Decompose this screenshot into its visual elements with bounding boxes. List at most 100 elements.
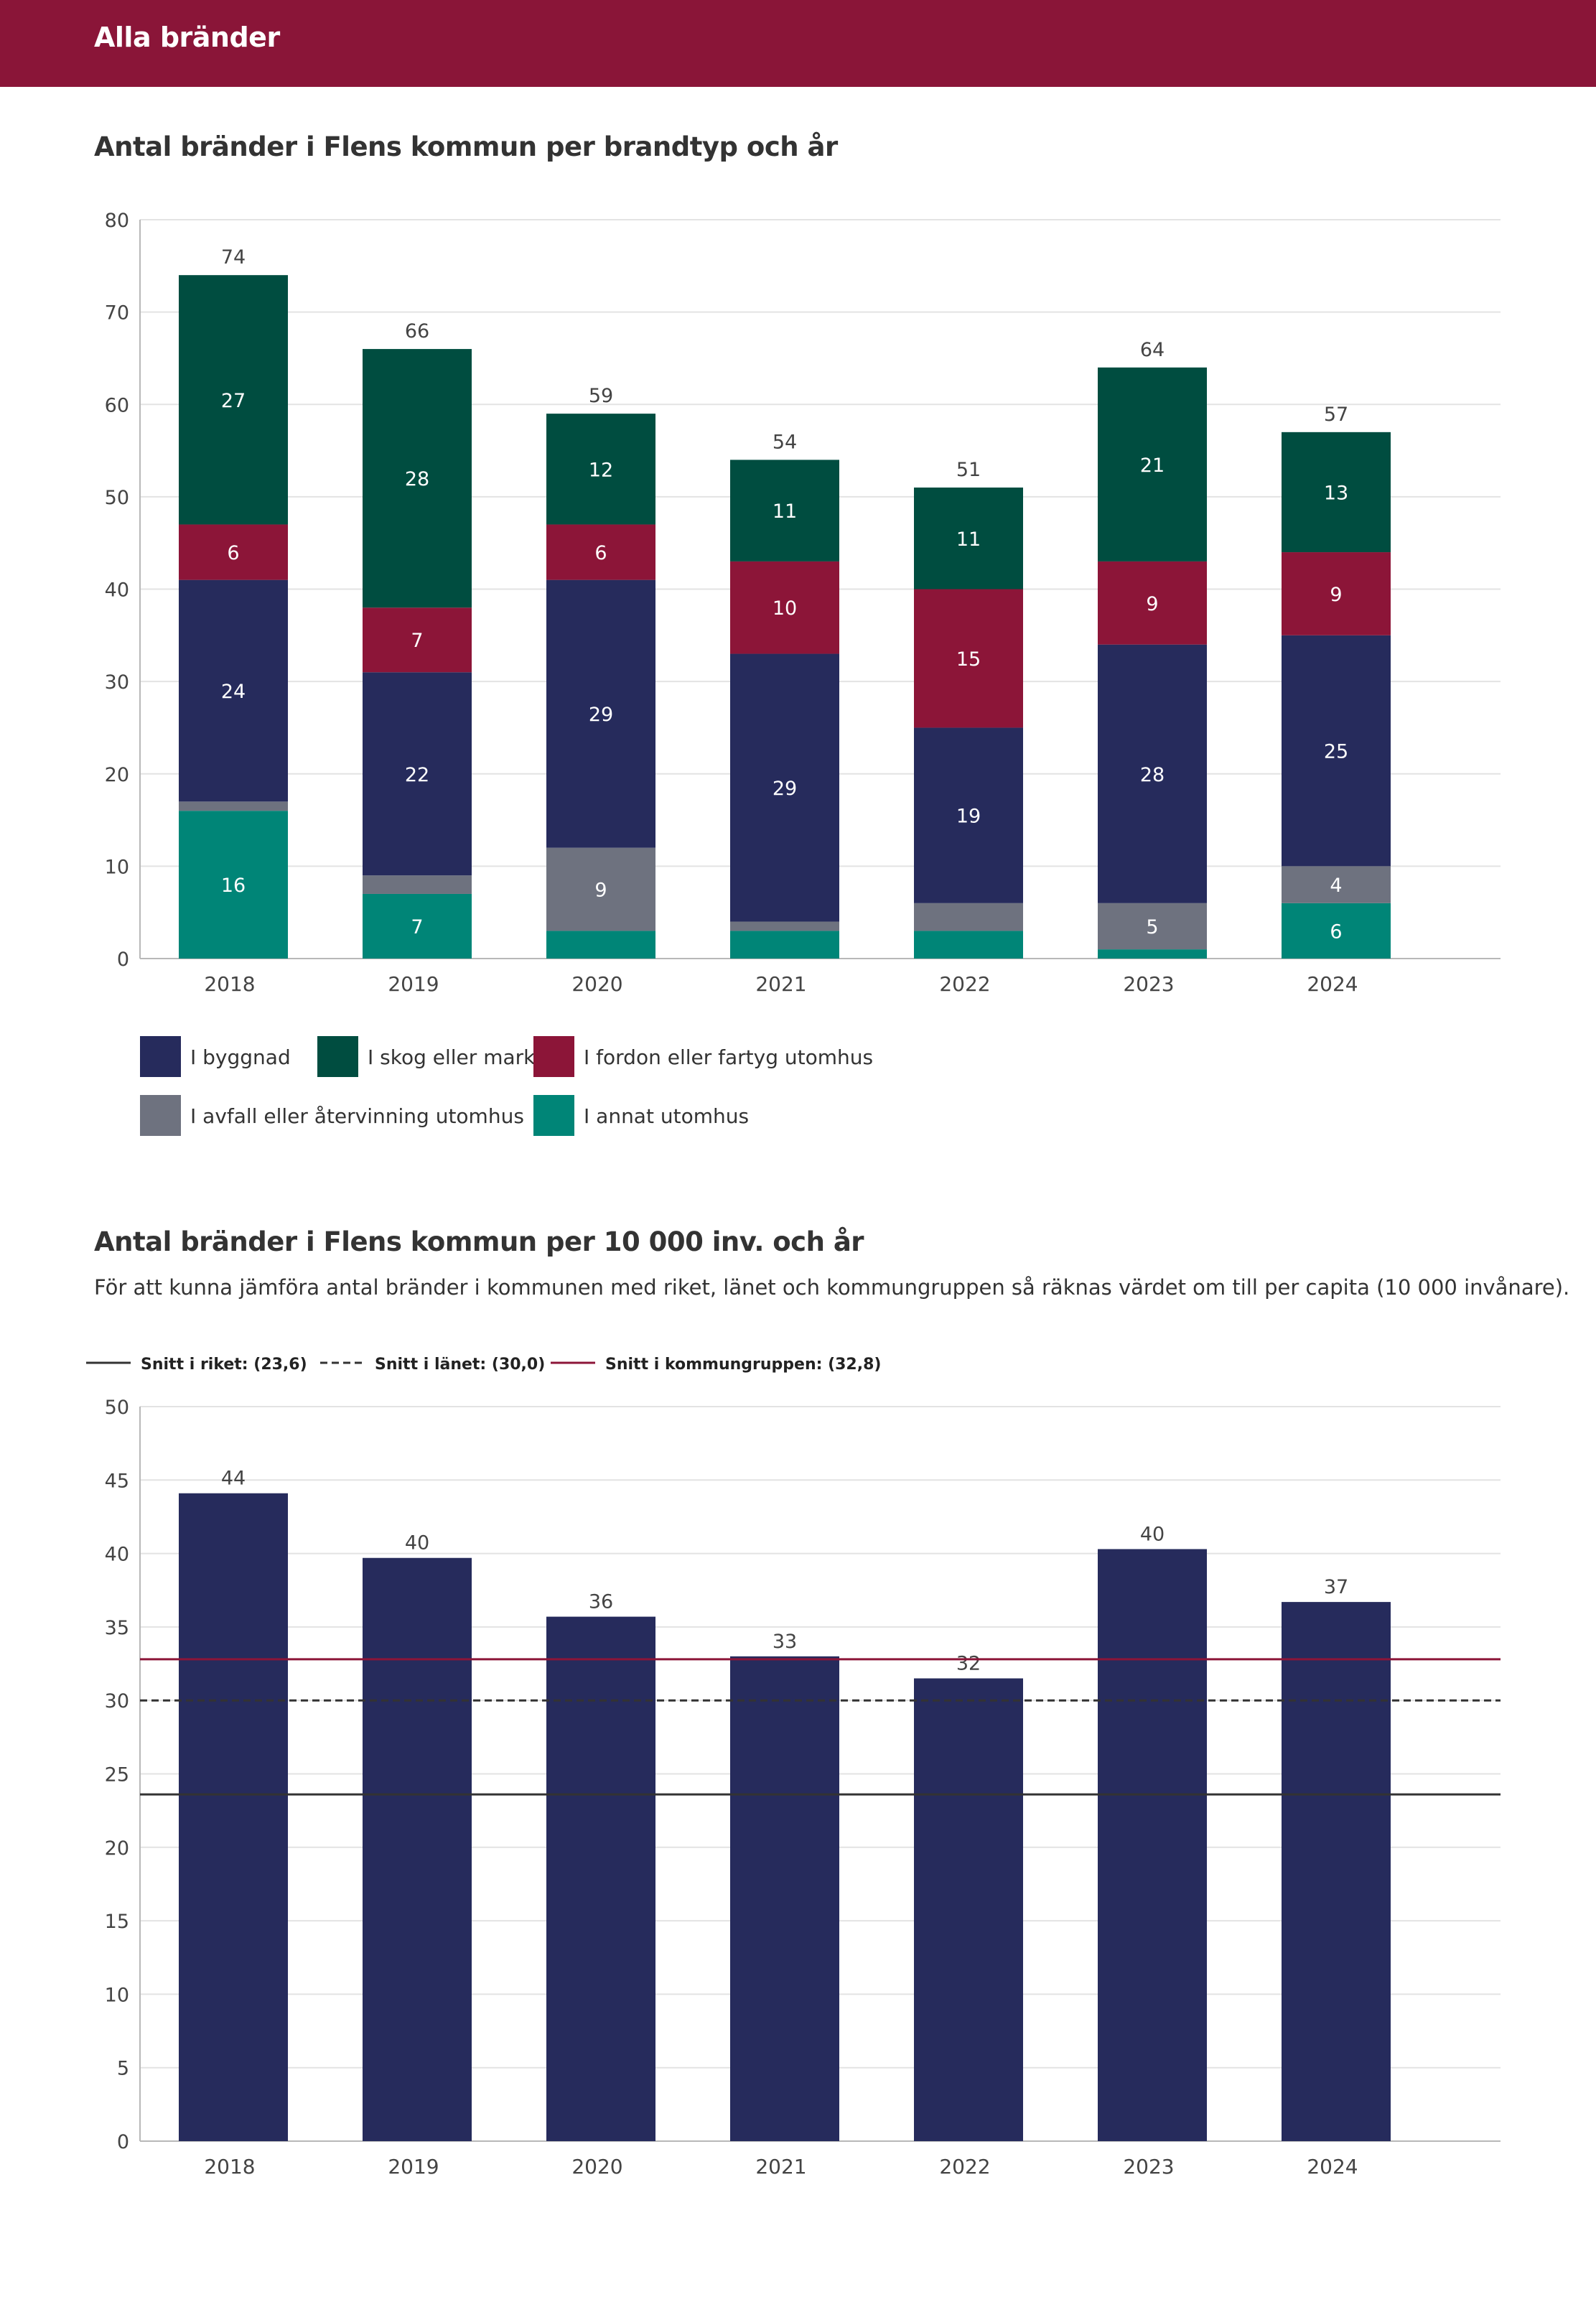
chart1-bar-fordon xyxy=(179,524,288,580)
chart1-bar-skog xyxy=(1098,367,1207,561)
chart2-y-tick: 45 xyxy=(105,1470,129,1492)
chart2-value-label: 44 xyxy=(221,1468,246,1490)
chart1-bar-byggnad xyxy=(363,672,472,876)
chart1-bar-annat xyxy=(1098,949,1207,959)
chart1-segment-label: 28 xyxy=(405,468,429,490)
chart1-segment-label: 6 xyxy=(1330,921,1342,943)
chart1-total-label: 74 xyxy=(221,246,246,269)
chart2-x-tick: 2024 xyxy=(1307,2155,1358,2178)
chart2-y-tick: 35 xyxy=(105,1617,129,1639)
chart1-bar-avfall xyxy=(1098,903,1207,950)
chart1-segment-label: 7 xyxy=(411,630,423,652)
chart2-heading: Antal bränder i Flens kommun per 10 000 … xyxy=(94,1226,864,1257)
chart1-segment-label: 16 xyxy=(221,875,246,897)
chart1-bar-fordon xyxy=(914,589,1023,728)
chart1-segment-label: 10 xyxy=(773,597,797,620)
chart1-segment-label: 7 xyxy=(411,916,423,938)
chart2-description: För att kunna jämföra antal bränder i ko… xyxy=(94,1275,1570,1300)
chart2-bar xyxy=(1282,1602,1391,2141)
chart2-y-tick: 40 xyxy=(105,1544,129,1566)
chart1-segment-label: 5 xyxy=(1146,916,1158,938)
chart2-y-tick: 30 xyxy=(105,1690,129,1712)
chart1-segment-label: 15 xyxy=(956,648,981,671)
chart1-x-tick: 2024 xyxy=(1307,972,1358,996)
chart1-bar-avfall xyxy=(363,875,472,894)
chart1-total-label: 54 xyxy=(773,431,797,453)
chart1-bar-annat xyxy=(546,931,655,959)
chart2-y-tick: 10 xyxy=(105,1984,129,2006)
chart1-y-tick: 20 xyxy=(105,764,129,786)
chart1-bar-fordon xyxy=(546,524,655,580)
chart1-segment-label: 4 xyxy=(1330,875,1342,897)
ref-legend-label-riket: Snitt i riket: (23,6) xyxy=(141,1356,307,1374)
chart1-segment-label: 6 xyxy=(227,542,239,564)
chart1-segment-label: 29 xyxy=(589,704,613,726)
chart1-bar-annat xyxy=(1282,903,1391,959)
chart1-y-tick: 50 xyxy=(105,487,129,509)
chart1-heading: Antal bränder i Flens kommun per brandty… xyxy=(94,131,838,162)
chart2-value-label: 37 xyxy=(1324,1576,1348,1598)
chart1-bar-skog xyxy=(546,414,655,525)
chart1-bar-annat xyxy=(179,811,288,959)
chart1-total-label: 59 xyxy=(589,385,613,407)
chart2-bar xyxy=(546,1616,655,2141)
legend-label-avfall: I avfall eller återvinning utomhus xyxy=(190,1104,524,1128)
chart1-bar-byggnad xyxy=(914,727,1023,903)
chart1-segment-label: 9 xyxy=(1146,593,1158,615)
banner-title: Alla bränder xyxy=(94,22,280,53)
chart2-y-tick: 50 xyxy=(105,1397,129,1419)
chart1-bar-avfall xyxy=(914,903,1023,931)
chart1-segment-label: 19 xyxy=(956,806,981,828)
chart1-x-tick: 2022 xyxy=(939,972,990,996)
chart1-y-tick: 30 xyxy=(105,671,129,694)
chart2-bar xyxy=(914,1678,1023,2141)
chart1-segment-label: 12 xyxy=(589,459,613,481)
legend-swatch-skog xyxy=(317,1036,358,1077)
chart1-total-label: 51 xyxy=(956,459,981,481)
chart1-bar-fordon xyxy=(1098,561,1207,645)
chart1-segment-label: 27 xyxy=(221,390,246,412)
chart1-bar-fordon xyxy=(730,561,839,654)
chart1-segment-label: 13 xyxy=(1324,482,1348,504)
chart1-total-label: 57 xyxy=(1324,404,1348,426)
chart1-segment-label: 29 xyxy=(773,778,797,800)
chart2-bar xyxy=(730,1656,839,2141)
chart1-y-tick: 10 xyxy=(105,856,129,878)
chart1-bar-avfall xyxy=(730,921,839,931)
chart1-bar-fordon xyxy=(363,607,472,673)
page-banner: Alla bränder xyxy=(0,0,1596,87)
chart1-segment-label: 6 xyxy=(594,542,607,564)
chart1-bar-fordon xyxy=(1282,552,1391,635)
chart2-y-tick: 25 xyxy=(105,1764,129,1786)
chart2-y-tick: 5 xyxy=(117,2058,129,2080)
chart1-bar-skog xyxy=(363,349,472,608)
chart1-segment-label: 9 xyxy=(1330,584,1342,606)
chart1-x-tick: 2018 xyxy=(204,972,255,996)
chart1-bar-annat xyxy=(363,893,472,959)
chart1-bar-skog xyxy=(730,460,839,561)
chart1-x-tick: 2019 xyxy=(388,972,439,996)
legend-swatch-fordon xyxy=(533,1036,574,1077)
chart2-bar xyxy=(363,1557,472,2141)
chart2-x-tick: 2019 xyxy=(388,2155,439,2178)
chart2-x-tick: 2018 xyxy=(204,2155,255,2178)
legend-label-skog: I skog eller mark xyxy=(368,1045,536,1069)
chart1-x-tick: 2020 xyxy=(571,972,622,996)
chart1-total-label: 66 xyxy=(405,320,429,342)
chart2-x-tick: 2020 xyxy=(571,2155,622,2178)
chart1-bar-byggnad xyxy=(179,579,288,802)
chart1-bar-annat xyxy=(730,931,839,959)
legend-label-byggnad: I byggnad xyxy=(190,1045,291,1069)
chart1-bar-avfall xyxy=(179,801,288,811)
chart1-segment-label: 25 xyxy=(1324,741,1348,763)
chart1-bar-byggnad xyxy=(730,653,839,922)
chart1-bar-avfall xyxy=(1282,866,1391,903)
legend-label-annat: I annat utomhus xyxy=(584,1104,749,1128)
chart2-y-tick: 20 xyxy=(105,1837,129,1860)
chart1-y-tick: 0 xyxy=(117,949,129,971)
chart2-value-label: 32 xyxy=(956,1653,981,1675)
chart1-segment-label: 11 xyxy=(773,500,797,523)
legend-swatch-annat xyxy=(533,1095,574,1136)
chart1-y-tick: 60 xyxy=(105,394,129,416)
chart2-bar xyxy=(1098,1549,1207,2141)
